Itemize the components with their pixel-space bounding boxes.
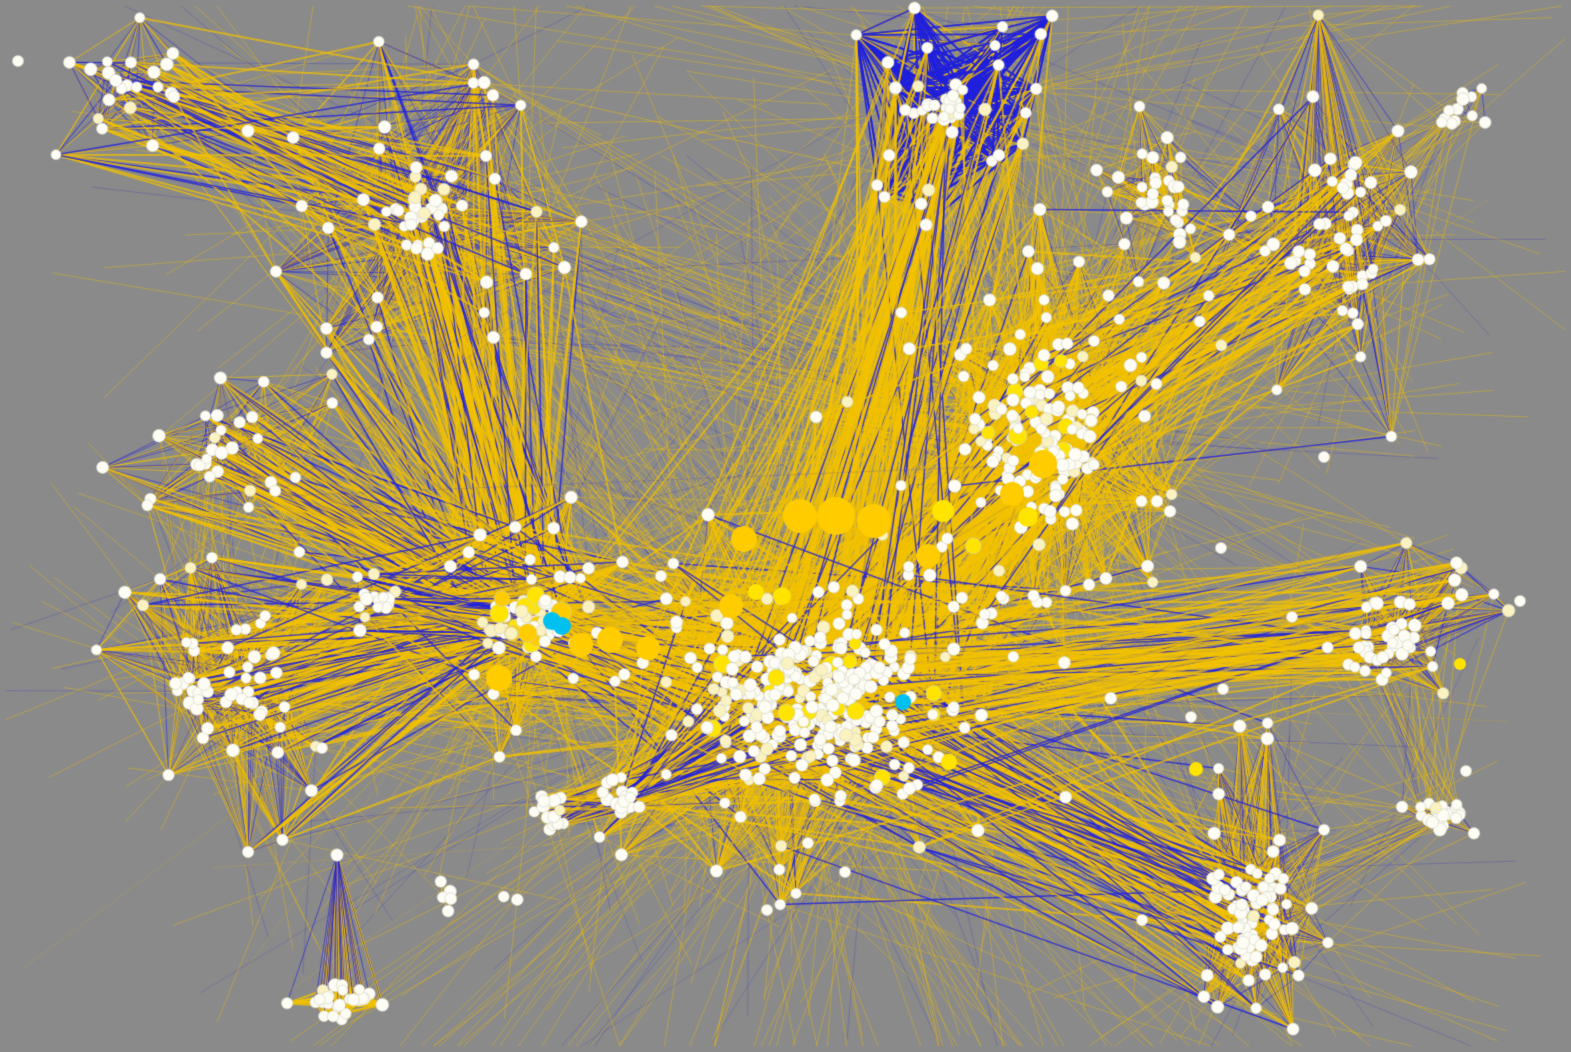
network-graph-plot[interactable] xyxy=(0,0,1571,1052)
network-graph-canvas xyxy=(0,0,1571,1052)
